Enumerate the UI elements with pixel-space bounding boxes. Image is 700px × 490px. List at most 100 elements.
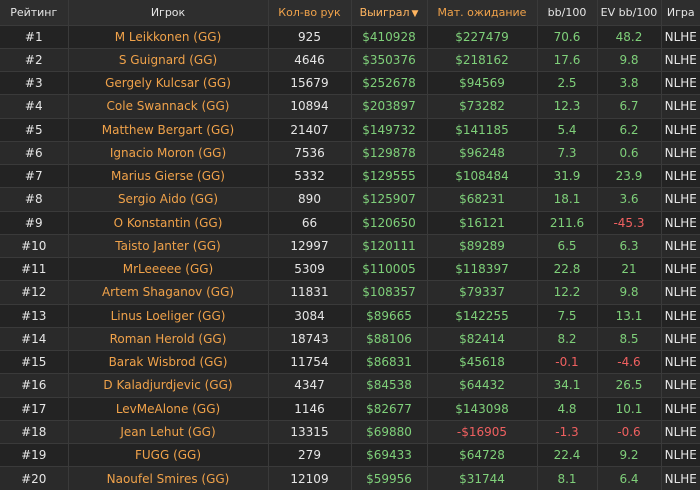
- cell-rank: #8: [0, 187, 69, 211]
- cell-game: NLHE: [664, 471, 697, 486]
- sort-desc-icon: ▼: [411, 8, 419, 19]
- cell-bb100: 6.5: [537, 234, 598, 258]
- cell-player[interactable]: S Guignard (GG): [68, 48, 269, 72]
- cell-bb100: 31.9: [537, 164, 598, 188]
- cell-won: $129555: [351, 164, 428, 188]
- cell-bb100: 17.6: [537, 48, 598, 72]
- cell-ev: $218162: [427, 48, 538, 72]
- cell-ev: $79337: [427, 280, 538, 304]
- cell-player[interactable]: Naoufel Smires (GG): [68, 466, 269, 490]
- cell-won: $129878: [351, 141, 428, 165]
- cell-hands: 279: [268, 443, 352, 467]
- cell-won: $59956: [351, 466, 428, 490]
- cell-ev: -$16905: [427, 420, 538, 444]
- cell-evbb100: 9.2: [597, 443, 662, 467]
- cell-evbb100: -4.6: [597, 350, 662, 374]
- cell-won: $108357: [351, 280, 428, 304]
- cell-game: NLHE: [664, 448, 697, 463]
- cell-evbb100: -45.3: [597, 211, 662, 235]
- cell-evbb100: 3.6: [597, 187, 662, 211]
- cell-evbb100: 3.8: [597, 71, 662, 95]
- cell-player[interactable]: Jean Lehut (GG): [68, 420, 269, 444]
- cell-hands: 3084: [268, 304, 352, 328]
- cell-hands: 890: [268, 187, 352, 211]
- cell-evbb100: 9.8: [597, 280, 662, 304]
- col-header-evbb100: EV bb/100: [597, 0, 662, 25]
- cell-won: $350376: [351, 48, 428, 72]
- cell-rank: #18: [0, 420, 69, 444]
- cell-player[interactable]: FUGG (GG): [68, 443, 269, 467]
- cell-hands: 66: [268, 211, 352, 235]
- cell-ev: $45618: [427, 350, 538, 374]
- cell-evbb100: 13.1: [597, 304, 662, 328]
- cell-bb100: 34.1: [537, 373, 598, 397]
- cell-player[interactable]: Roman Herold (GG): [68, 327, 269, 351]
- cell-hands: 925: [268, 25, 352, 49]
- cell-rank: #6: [0, 141, 69, 165]
- cell-rank: #16: [0, 373, 69, 397]
- cell-rank: #20: [0, 466, 69, 490]
- cell-player[interactable]: O Konstantin (GG): [68, 211, 269, 235]
- cell-ev: $73282: [427, 94, 538, 118]
- cell-player[interactable]: LevMeAlone (GG): [68, 397, 269, 421]
- cell-game: NLHE: [664, 169, 697, 184]
- cell-won: $88106: [351, 327, 428, 351]
- cell-bb100: -1.3: [537, 420, 598, 444]
- cell-bb100: 5.4: [537, 118, 598, 142]
- cell-player[interactable]: Cole Swannack (GG): [68, 94, 269, 118]
- cell-evbb100: 9.8: [597, 48, 662, 72]
- cell-player[interactable]: MrLeeeee (GG): [68, 257, 269, 281]
- cell-player[interactable]: Sergio Aido (GG): [68, 187, 269, 211]
- cell-player[interactable]: Marius Gierse (GG): [68, 164, 269, 188]
- cell-ev: $64728: [427, 443, 538, 467]
- cell-bb100: 2.5: [537, 71, 598, 95]
- cell-hands: 15679: [268, 71, 352, 95]
- cell-ev: $141185: [427, 118, 538, 142]
- cell-hands: 4646: [268, 48, 352, 72]
- table-row: #20 Naoufel Smires (GG) 12109 $59956 $31744 8…: [0, 466, 700, 490]
- cell-won: $410928: [351, 25, 428, 49]
- cell-player[interactable]: D Kaladjurdjevic (GG): [68, 373, 269, 397]
- table-row: #9 O Konstantin (GG) 66 $120650 $16121 211.6-…: [0, 211, 700, 235]
- cell-player[interactable]: Linus Loeliger (GG): [68, 304, 269, 328]
- cell-evbb100: 23.9: [597, 164, 662, 188]
- table-header-row: Рейтинг Игрок Кол-во рук Выиграл ▼ Мат. о…: [0, 0, 700, 25]
- cell-player[interactable]: Taisto Janter (GG): [68, 234, 269, 258]
- cell-player[interactable]: Artem Shaganov (GG): [68, 280, 269, 304]
- cell-won: $120111: [351, 234, 428, 258]
- cell-rank: #14: [0, 327, 69, 351]
- cell-evbb100: 6.2: [597, 118, 662, 142]
- cell-ev: $31744: [427, 466, 538, 490]
- col-header-hands[interactable]: Кол-во рук: [268, 0, 352, 25]
- cell-won: $252678: [351, 71, 428, 95]
- cell-player[interactable]: Gergely Kulcsar (GG): [68, 71, 269, 95]
- col-header-ev[interactable]: Мат. ожидание: [427, 0, 538, 25]
- col-header-bb100: bb/100: [537, 0, 598, 25]
- cell-game: NLHE: [664, 378, 697, 393]
- col-header-won-label: Выиграл: [359, 5, 410, 19]
- col-header-rank: Рейтинг: [0, 0, 69, 25]
- cell-player[interactable]: Matthew Bergart (GG): [68, 118, 269, 142]
- table-row: #17 LevMeAlone (GG) 1146 $82677 $143098 4.8 10…: [0, 397, 700, 421]
- cell-bb100: 8.2: [537, 327, 598, 351]
- cell-bb100: 18.1: [537, 187, 598, 211]
- cell-evbb100: 8.5: [597, 327, 662, 351]
- cell-hands: 5332: [268, 164, 352, 188]
- cell-player[interactable]: Barak Wisbrod (GG): [68, 350, 269, 374]
- cell-game: NLHE: [664, 29, 697, 44]
- table-row: #14 Roman Herold (GG) 18743 $88106 $82414 8.2…: [0, 327, 700, 351]
- cell-won: $86831: [351, 350, 428, 374]
- cell-hands: 18743: [268, 327, 352, 351]
- cell-bb100: 7.3: [537, 141, 598, 165]
- cell-won: $203897: [351, 94, 428, 118]
- cell-ev: $16121: [427, 211, 538, 235]
- cell-bb100: -0.1: [537, 350, 598, 374]
- cell-game: NLHE: [664, 76, 697, 91]
- table-row: #2 S Guignard (GG) 4646 $350376 $218162 17.6 9…: [0, 48, 700, 72]
- cell-player[interactable]: M Leikkonen (GG): [68, 25, 269, 49]
- cell-ev: $89289: [427, 234, 538, 258]
- col-header-won[interactable]: Выиграл ▼: [351, 0, 428, 25]
- cell-ev: $142255: [427, 304, 538, 328]
- cell-player[interactable]: Ignacio Moron (GG): [68, 141, 269, 165]
- cell-game: NLHE: [664, 401, 697, 416]
